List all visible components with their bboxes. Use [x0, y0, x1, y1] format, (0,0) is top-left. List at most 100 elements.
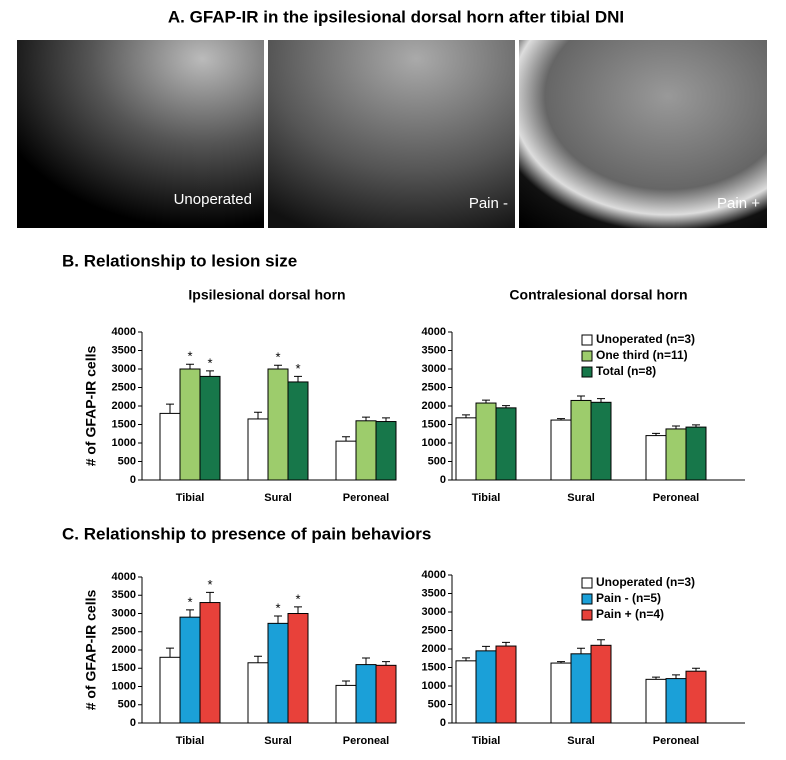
- y-tick-label: 3500: [422, 344, 446, 356]
- x-tick-label: Sural: [264, 735, 292, 747]
- y-tick-label: 1000: [112, 437, 136, 449]
- bar: [267, 622, 289, 724]
- bar: [665, 428, 687, 481]
- error-bar: [166, 403, 174, 414]
- y-tick-label: 1500: [422, 661, 446, 673]
- y-tick-label: 0: [440, 717, 446, 729]
- bar: [287, 381, 309, 481]
- significance-mark: *: [187, 594, 192, 609]
- error-bar: [482, 645, 490, 651]
- y-tick-label: 3500: [112, 589, 136, 601]
- legend-swatch: [581, 334, 593, 346]
- error-bar: [186, 609, 194, 618]
- y-tick-label: 2500: [112, 626, 136, 638]
- y-tick-label: 3000: [422, 606, 446, 618]
- error-bar: [342, 436, 350, 442]
- bar: [247, 662, 269, 724]
- significance-mark: *: [275, 600, 280, 615]
- x-tick-label: Tibial: [472, 492, 501, 504]
- error-bar: [557, 418, 565, 421]
- significance-mark: *: [295, 361, 300, 376]
- y-tick-label: 1500: [422, 418, 446, 430]
- y-tick-label: 2000: [112, 400, 136, 412]
- error-bar: [274, 364, 282, 369]
- y-tick-label: 1500: [112, 662, 136, 674]
- y-tick-label: 500: [118, 699, 136, 711]
- bar: [335, 440, 357, 481]
- y-tick-label: 500: [428, 698, 446, 710]
- y-tick-label: 1000: [112, 680, 136, 692]
- x-tick-label: Peroneal: [653, 735, 699, 747]
- legend-label: Unoperated (n=3): [596, 332, 695, 346]
- significance-mark: *: [275, 350, 280, 365]
- error-bar: [652, 432, 660, 436]
- bar: [550, 662, 572, 724]
- error-bar: [362, 657, 370, 665]
- bar: [267, 368, 289, 481]
- y-tick-label: 2500: [422, 381, 446, 393]
- image-label: Pain -: [469, 195, 508, 212]
- y-tick-label: 500: [428, 455, 446, 467]
- y-tick-label: 1000: [422, 437, 446, 449]
- error-bar: [577, 647, 585, 654]
- error-bar: [382, 417, 390, 422]
- legend-label: One third (n=11): [596, 348, 688, 362]
- y-tick-label: 2000: [422, 400, 446, 412]
- image-label: Unoperated: [174, 191, 252, 208]
- bar: [495, 407, 517, 481]
- error-bar: [274, 615, 282, 624]
- error-bar: [206, 591, 214, 603]
- error-bar: [294, 375, 302, 382]
- y-tick-label: 0: [130, 474, 136, 486]
- bar: [685, 670, 707, 724]
- significance-mark: *: [187, 349, 192, 364]
- bar: [475, 650, 497, 724]
- error-bar: [382, 661, 390, 666]
- bar: [179, 368, 201, 481]
- error-bar: [577, 395, 585, 401]
- bar: [455, 417, 477, 481]
- y-tick-label: 500: [118, 455, 136, 467]
- chart-title: Contralesional dorsal horn: [509, 287, 687, 303]
- error-bar: [502, 641, 510, 647]
- error-bar: [186, 363, 194, 369]
- x-tick-label: Peroneal: [343, 492, 389, 504]
- bar: [375, 664, 397, 724]
- legend-swatch: [581, 593, 593, 605]
- bar: [590, 644, 612, 724]
- error-bar: [462, 657, 470, 661]
- micrograph: [17, 40, 264, 228]
- error-bar: [342, 680, 350, 686]
- error-bar: [254, 655, 262, 663]
- x-tick-label: Sural: [264, 492, 292, 504]
- y-tick-label: 0: [440, 474, 446, 486]
- bar: [550, 419, 572, 481]
- error-bar: [672, 425, 680, 429]
- y-tick-label: 2500: [422, 624, 446, 636]
- y-tick-label: 1000: [422, 680, 446, 692]
- legend-label: Pain + (n=4): [596, 607, 664, 621]
- y-tick-label: 4000: [422, 326, 446, 338]
- x-tick-label: Tibial: [176, 492, 205, 504]
- error-bar: [502, 405, 510, 408]
- x-tick-label: Tibial: [176, 735, 205, 747]
- bar: [645, 678, 667, 724]
- error-bar: [597, 639, 605, 646]
- significance-mark: *: [207, 355, 212, 370]
- y-tick-label: 2000: [422, 643, 446, 655]
- bar: [199, 602, 221, 724]
- error-bar: [166, 647, 174, 658]
- legend-swatch: [581, 609, 593, 621]
- y-axis-label: # of GFAP-IR cells: [83, 345, 99, 466]
- x-tick-label: Sural: [567, 492, 595, 504]
- bar: [159, 412, 181, 481]
- legend-swatch: [581, 350, 593, 362]
- bar: [179, 616, 201, 724]
- x-tick-label: Peroneal: [343, 735, 389, 747]
- legend-swatch: [581, 577, 593, 589]
- bar: [287, 613, 309, 724]
- y-tick-label: 3000: [422, 363, 446, 375]
- x-tick-label: Peroneal: [653, 492, 699, 504]
- error-bar: [692, 424, 700, 428]
